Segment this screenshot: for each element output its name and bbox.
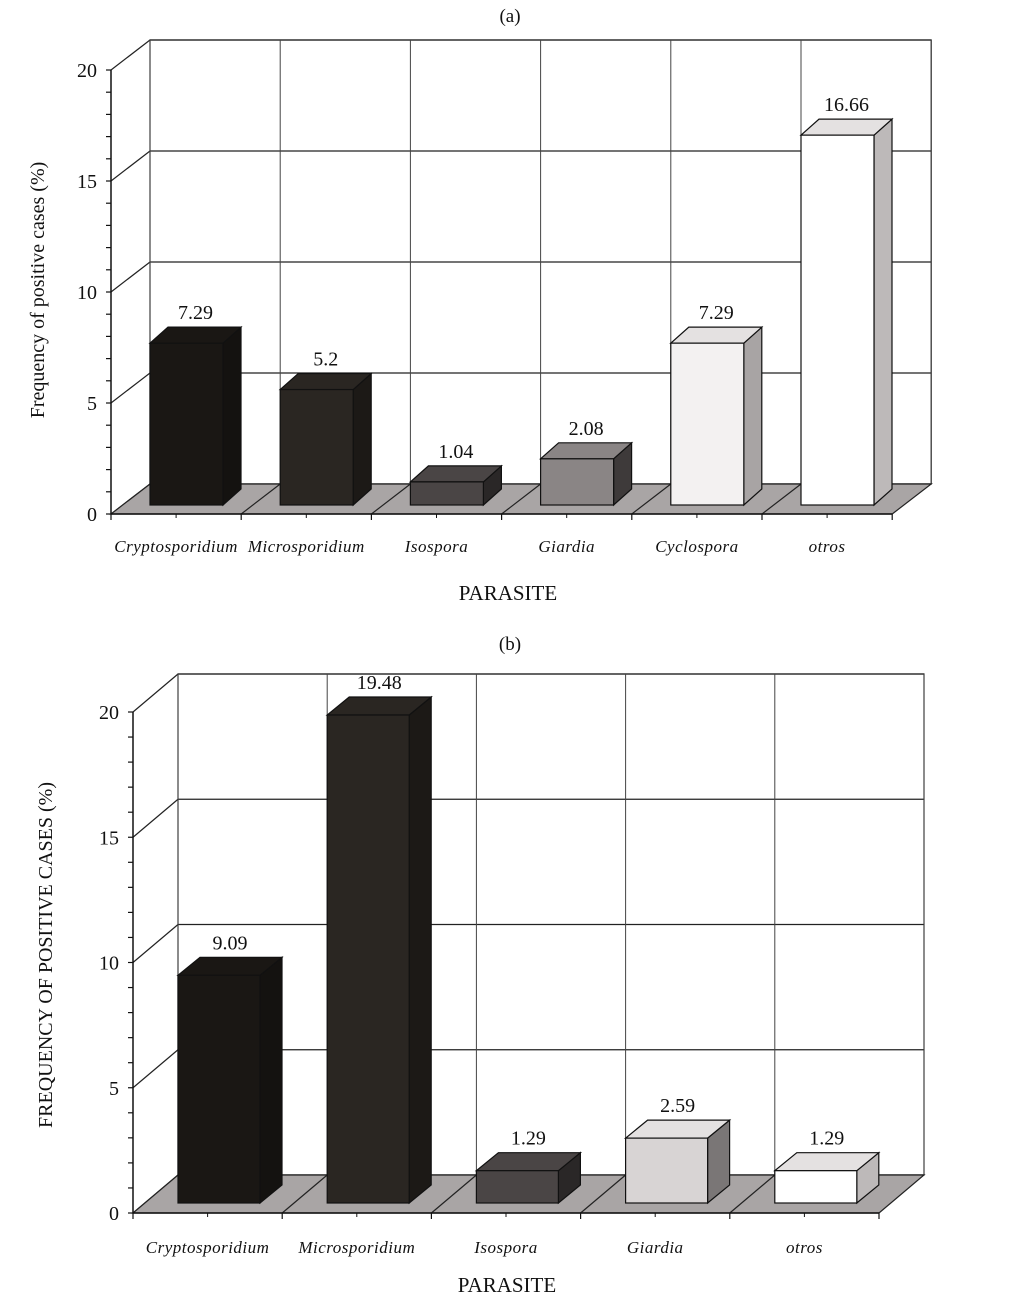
chart-a-floor-divider — [501, 483, 541, 515]
chart-a-bar-side — [222, 325, 242, 507]
chart-a-x-tick-label: Cryptosporidium — [114, 537, 238, 556]
chart-b-floor-divider — [729, 1174, 776, 1214]
chart-b-data-label: 1.29 — [809, 1128, 844, 1150]
chart-b-side-gridline — [132, 924, 179, 963]
chart-a-bar — [149, 342, 224, 506]
chart-b-floor-divider — [580, 1174, 626, 1214]
chart-b-bar-side — [408, 695, 432, 1205]
chart-a-x-tick-label: Microsporidium — [247, 537, 365, 556]
chart-a-bar-side — [352, 372, 372, 507]
chart-b-side-gridline — [132, 673, 179, 713]
chart-a-y-tick-label: 15 — [77, 171, 97, 193]
chart-b-bar — [774, 1170, 858, 1204]
chart-a-bar-side — [873, 117, 893, 507]
chart-b-y-tick-label: 0 — [109, 1203, 119, 1225]
chart-a-side-gridline — [110, 39, 151, 71]
chart-b-floor-divider — [431, 1174, 477, 1214]
chart-a-title: (a) — [499, 6, 520, 27]
chart-a-data-label: 1.04 — [438, 441, 473, 463]
chart-a-y-tick-label: 0 — [87, 504, 97, 526]
chart-b-title: (b) — [499, 634, 521, 655]
chart-a-bar-side — [743, 325, 763, 507]
chart-a-y-tick-label: 10 — [77, 282, 97, 304]
chart-b-floor-divider — [281, 1174, 328, 1214]
chart-a-x-tick-label: Cyclospora — [655, 537, 738, 556]
chart-b-x-tick-label: Microsporidium — [297, 1238, 415, 1257]
chart-a-bar — [539, 458, 615, 506]
chart-a-x-tick-label: otros — [809, 537, 846, 556]
chart-b-side-gridline — [132, 798, 179, 838]
chart-b-ylabel: FREQUENCY OF POSITIVE CASES (%) — [35, 782, 57, 1128]
chart-a-data-label: 2.08 — [569, 418, 604, 440]
chart-b-data-label: 2.59 — [660, 1095, 695, 1117]
chart-b-data-label: 9.09 — [213, 932, 248, 954]
chart-b-bar — [624, 1137, 709, 1204]
chart-a-bar — [670, 342, 745, 506]
chart-a-bar — [279, 388, 354, 506]
chart-a-bar — [409, 481, 484, 506]
chart-b-bar-side — [259, 956, 283, 1205]
chart-a-y-tick-label: 20 — [77, 60, 97, 82]
chart-a-data-label: 16.66 — [824, 94, 869, 116]
chart-b-y-tick-label: 15 — [99, 827, 119, 849]
chart-b-data-label: 1.29 — [511, 1128, 546, 1150]
chart-a-y-tick-label: 5 — [87, 393, 97, 415]
chart-a-floor-divider — [240, 483, 281, 515]
chart-a-data-label: 5.2 — [313, 349, 338, 371]
chart-b-bar — [177, 974, 261, 1204]
chart-a-side-gridline — [110, 150, 151, 182]
chart-a-side-gridline — [110, 261, 151, 293]
chart-b-x-tick-label: otros — [786, 1238, 823, 1257]
chart-b-x-tick-label: Cryptosporidium — [146, 1238, 270, 1257]
chart-b-y-tick-label: 20 — [99, 702, 119, 724]
chart-a-side-gridline — [110, 372, 151, 404]
chart-a-x-tick-label: Isospora — [404, 537, 469, 556]
chart-a-x-tick-label: Giardia — [538, 537, 595, 556]
chart-b-bar — [326, 714, 410, 1204]
chart-a-ylabel: Frequency of positive cases (%) — [27, 162, 49, 419]
chart-b-x-tick-label: Giardia — [627, 1238, 684, 1257]
chart-a-bar — [800, 134, 875, 506]
chart-b-y-tick-label: 10 — [99, 953, 119, 975]
chart-b-y-tick-label: 5 — [109, 1078, 119, 1100]
chart-b-data-label: 19.48 — [357, 672, 402, 694]
chart-a-data-label: 7.29 — [178, 302, 213, 324]
chart-a-xlabel: PARASITE — [459, 581, 557, 605]
chart-a-floor-divider — [631, 483, 672, 515]
chart-a-data-label: 7.29 — [699, 302, 734, 324]
chart-a-floor-divider — [371, 483, 411, 515]
chart-b-bar — [475, 1170, 559, 1204]
chart-b-xlabel: PARASITE — [458, 1273, 556, 1297]
chart-a-floor-divider — [761, 483, 802, 515]
chart-b-x-tick-label: Isospora — [473, 1238, 538, 1257]
chart-b-side-gridline — [132, 1049, 179, 1089]
